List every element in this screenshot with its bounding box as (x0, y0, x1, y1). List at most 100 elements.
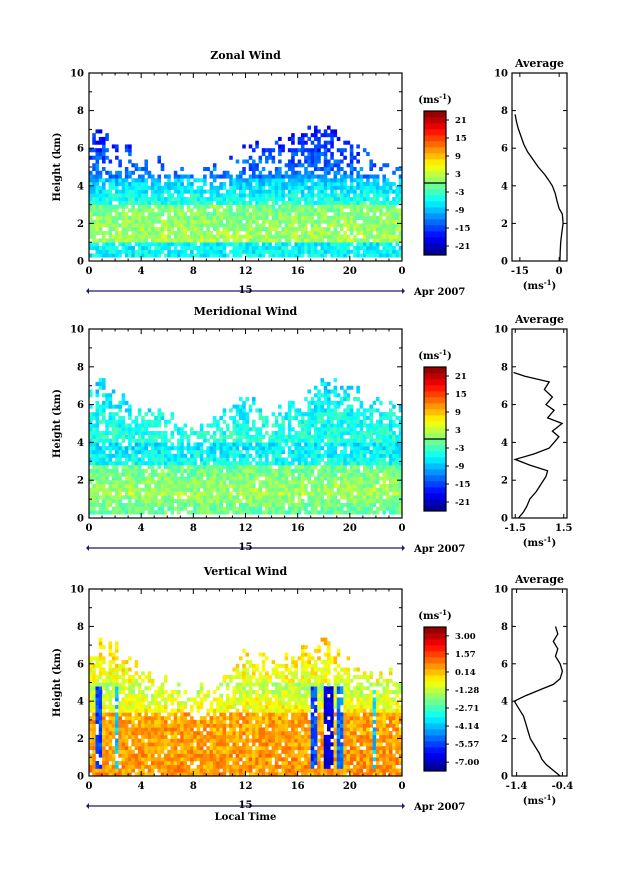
heatmap-cell (248, 495, 253, 500)
heatmap-cell (154, 510, 158, 515)
heatmap-cell (154, 483, 158, 489)
heatmap-cell (225, 453, 230, 458)
heatmap-cell (313, 167, 318, 172)
heatmap-cell (131, 495, 135, 500)
heatmap-cell (137, 506, 142, 511)
heatmap-cell (212, 502, 217, 507)
heatmap-cell (186, 472, 191, 477)
heatmap-cell (190, 449, 194, 455)
heatmap-cell (196, 249, 201, 254)
heatmap-cell (180, 499, 184, 504)
heatmap-cell (252, 472, 256, 477)
heatmap-cell (225, 472, 230, 477)
heatmap-cell (235, 208, 240, 213)
heatmap-cell (372, 491, 377, 496)
heatmap-cell (336, 219, 341, 224)
x-tick-label: 12 (239, 266, 253, 277)
heatmap-cell (193, 457, 197, 462)
heatmap-cell (105, 170, 109, 175)
heatmap-cell (385, 212, 390, 217)
heatmap-cell (193, 215, 197, 220)
heatmap-cell (160, 431, 165, 436)
heatmap-cell (379, 423, 383, 428)
heatmap-cell (212, 174, 217, 179)
heatmap-cell (235, 193, 240, 198)
heatmap-cell (222, 449, 227, 455)
heatmap-cell (252, 457, 256, 462)
colorbar-segment (424, 231, 446, 238)
heatmap-cell (128, 480, 132, 485)
heatmap-cell (95, 656, 100, 661)
colorbar-unit-exp: -1 (439, 92, 447, 101)
heatmap-cell (336, 510, 341, 515)
heatmap-cell (281, 480, 285, 485)
heatmap-cell (362, 245, 367, 251)
heatmap-cell (265, 499, 269, 504)
heatmap-cell (95, 197, 100, 202)
heatmap-cell (102, 144, 106, 149)
heatmap-cell (274, 461, 279, 466)
heatmap-cell (144, 468, 148, 473)
heatmap-cell (98, 663, 103, 668)
heatmap-cell (284, 442, 289, 447)
heatmap-cell (294, 412, 298, 417)
heatmap-cell (144, 483, 148, 489)
heatmap-cell (235, 238, 240, 243)
heatmap-cell (398, 185, 403, 190)
heatmap-cell (144, 159, 148, 164)
heatmap-cell (304, 178, 308, 183)
heatmap-cell (274, 431, 279, 436)
heatmap-cell (105, 446, 109, 451)
heatmap-cell (379, 431, 383, 436)
heatmap-cell (265, 215, 269, 220)
heatmap-cell (157, 449, 162, 455)
heatmap-cell (209, 189, 214, 194)
heatmap-cell (252, 178, 256, 183)
heatmap-cell (356, 144, 360, 149)
heatmap-cell (95, 476, 100, 481)
heatmap-cell (134, 200, 139, 205)
heatmap-cell (124, 449, 129, 455)
heatmap-cell (177, 215, 181, 220)
heatmap-cell (229, 453, 233, 458)
heatmap-cell (271, 189, 276, 194)
heatmap-cell (310, 155, 315, 160)
heatmap-cell (388, 495, 393, 500)
heatmap-cell (261, 465, 266, 470)
heatmap-cell (92, 468, 96, 473)
heatmap-cell (258, 491, 263, 496)
heatmap-cell (225, 174, 230, 179)
heatmap-cell (379, 242, 383, 247)
heatmap-cell (327, 185, 331, 190)
heatmap-cell (245, 253, 250, 258)
heatmap-cell (382, 431, 386, 436)
heatmap-cell (252, 189, 256, 194)
heatmap-cell (252, 502, 256, 507)
heatmap-cell (144, 178, 148, 183)
heatmap-cell (128, 215, 132, 220)
heatmap-cell (313, 423, 318, 428)
heatmap-cell (255, 442, 259, 447)
heatmap-cell (333, 446, 338, 451)
heatmap-cell (173, 238, 178, 243)
heatmap-cell (154, 457, 158, 462)
heatmap-cell (300, 144, 305, 149)
heatmap-cell (330, 167, 334, 172)
heatmap-cell (102, 461, 106, 466)
heatmap-cell (245, 227, 250, 232)
heatmap-cell (323, 393, 328, 398)
heatmap-cell (131, 227, 135, 232)
heatmap-cell (121, 427, 126, 432)
heatmap-cell (98, 734, 103, 739)
heatmap-cell (294, 230, 298, 235)
heatmap-cell (271, 442, 276, 447)
heatmap-cell (336, 400, 341, 405)
heatmap-cell (304, 227, 308, 232)
heatmap-cell (255, 495, 259, 500)
heatmap-cell (252, 495, 256, 500)
y-tick-label: 4 (77, 438, 84, 449)
heatmap-cell (336, 249, 341, 254)
heatmap-cell (317, 457, 321, 462)
heatmap-cell (278, 465, 282, 470)
heatmap-cell (108, 185, 113, 190)
